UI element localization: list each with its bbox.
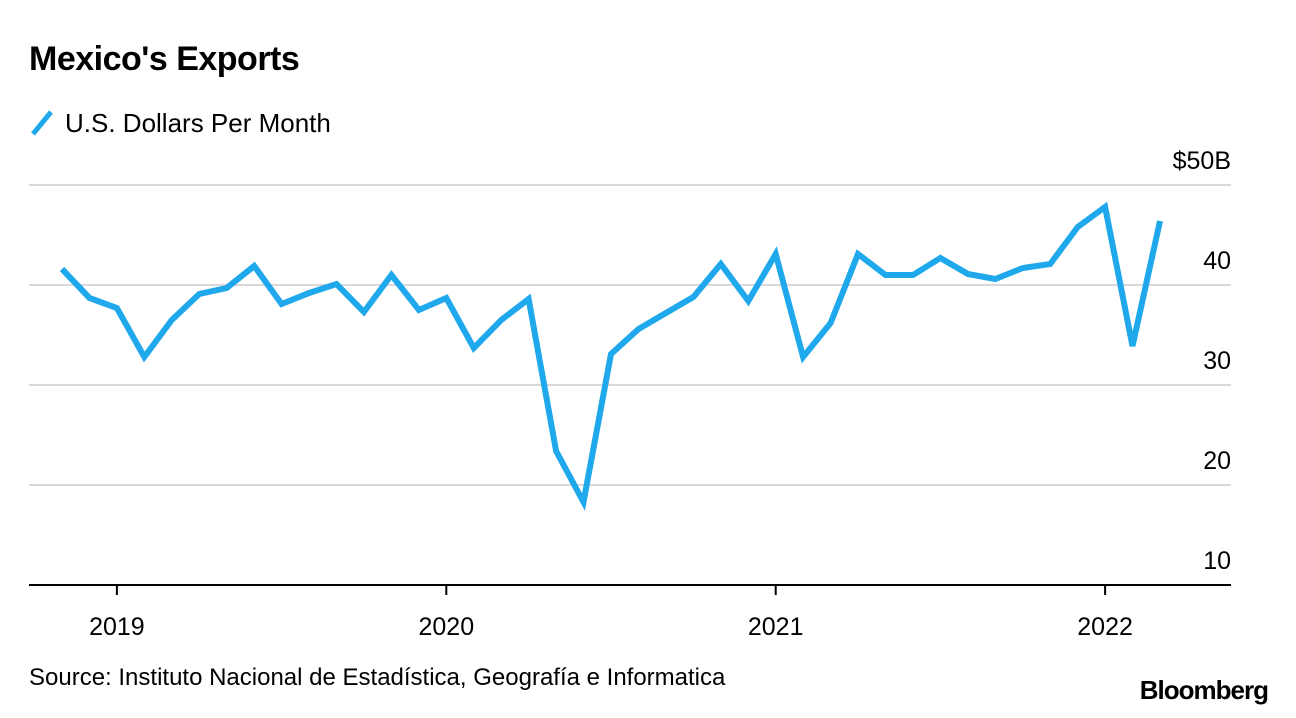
y-tick-label-2: 30	[1203, 347, 1231, 375]
x-tick-label-3: 2022	[1077, 613, 1133, 641]
legend-swatch	[31, 110, 53, 136]
y-tick-label-3: 20	[1203, 447, 1231, 475]
y-tick-label-1: 40	[1203, 247, 1231, 275]
y-axis-ticks: $50B 40 30 20 10	[1173, 147, 1231, 575]
series-line-0	[59, 201, 1163, 511]
chart-title: Mexico's Exports	[29, 40, 300, 78]
legend: U.S. Dollars Per Month	[29, 106, 331, 140]
grid-lines	[29, 184, 1231, 486]
source-note: Source: Instituto Nacional de Estadístic…	[29, 664, 726, 691]
bloomberg-logo: Bloomberg	[1139, 675, 1269, 705]
legend-label: U.S. Dollars Per Month	[65, 107, 331, 138]
y-tick-label-4: 10	[1203, 547, 1231, 575]
y-tick-label-0: $50B	[1173, 147, 1231, 175]
x-tick-label-2: 2021	[748, 613, 804, 641]
x-tick-label-0: 2019	[89, 613, 145, 641]
x-axis: 2019 2020 2021 2022	[29, 584, 1231, 641]
x-tick-label-1: 2020	[418, 613, 474, 641]
series-layer	[59, 201, 1163, 511]
